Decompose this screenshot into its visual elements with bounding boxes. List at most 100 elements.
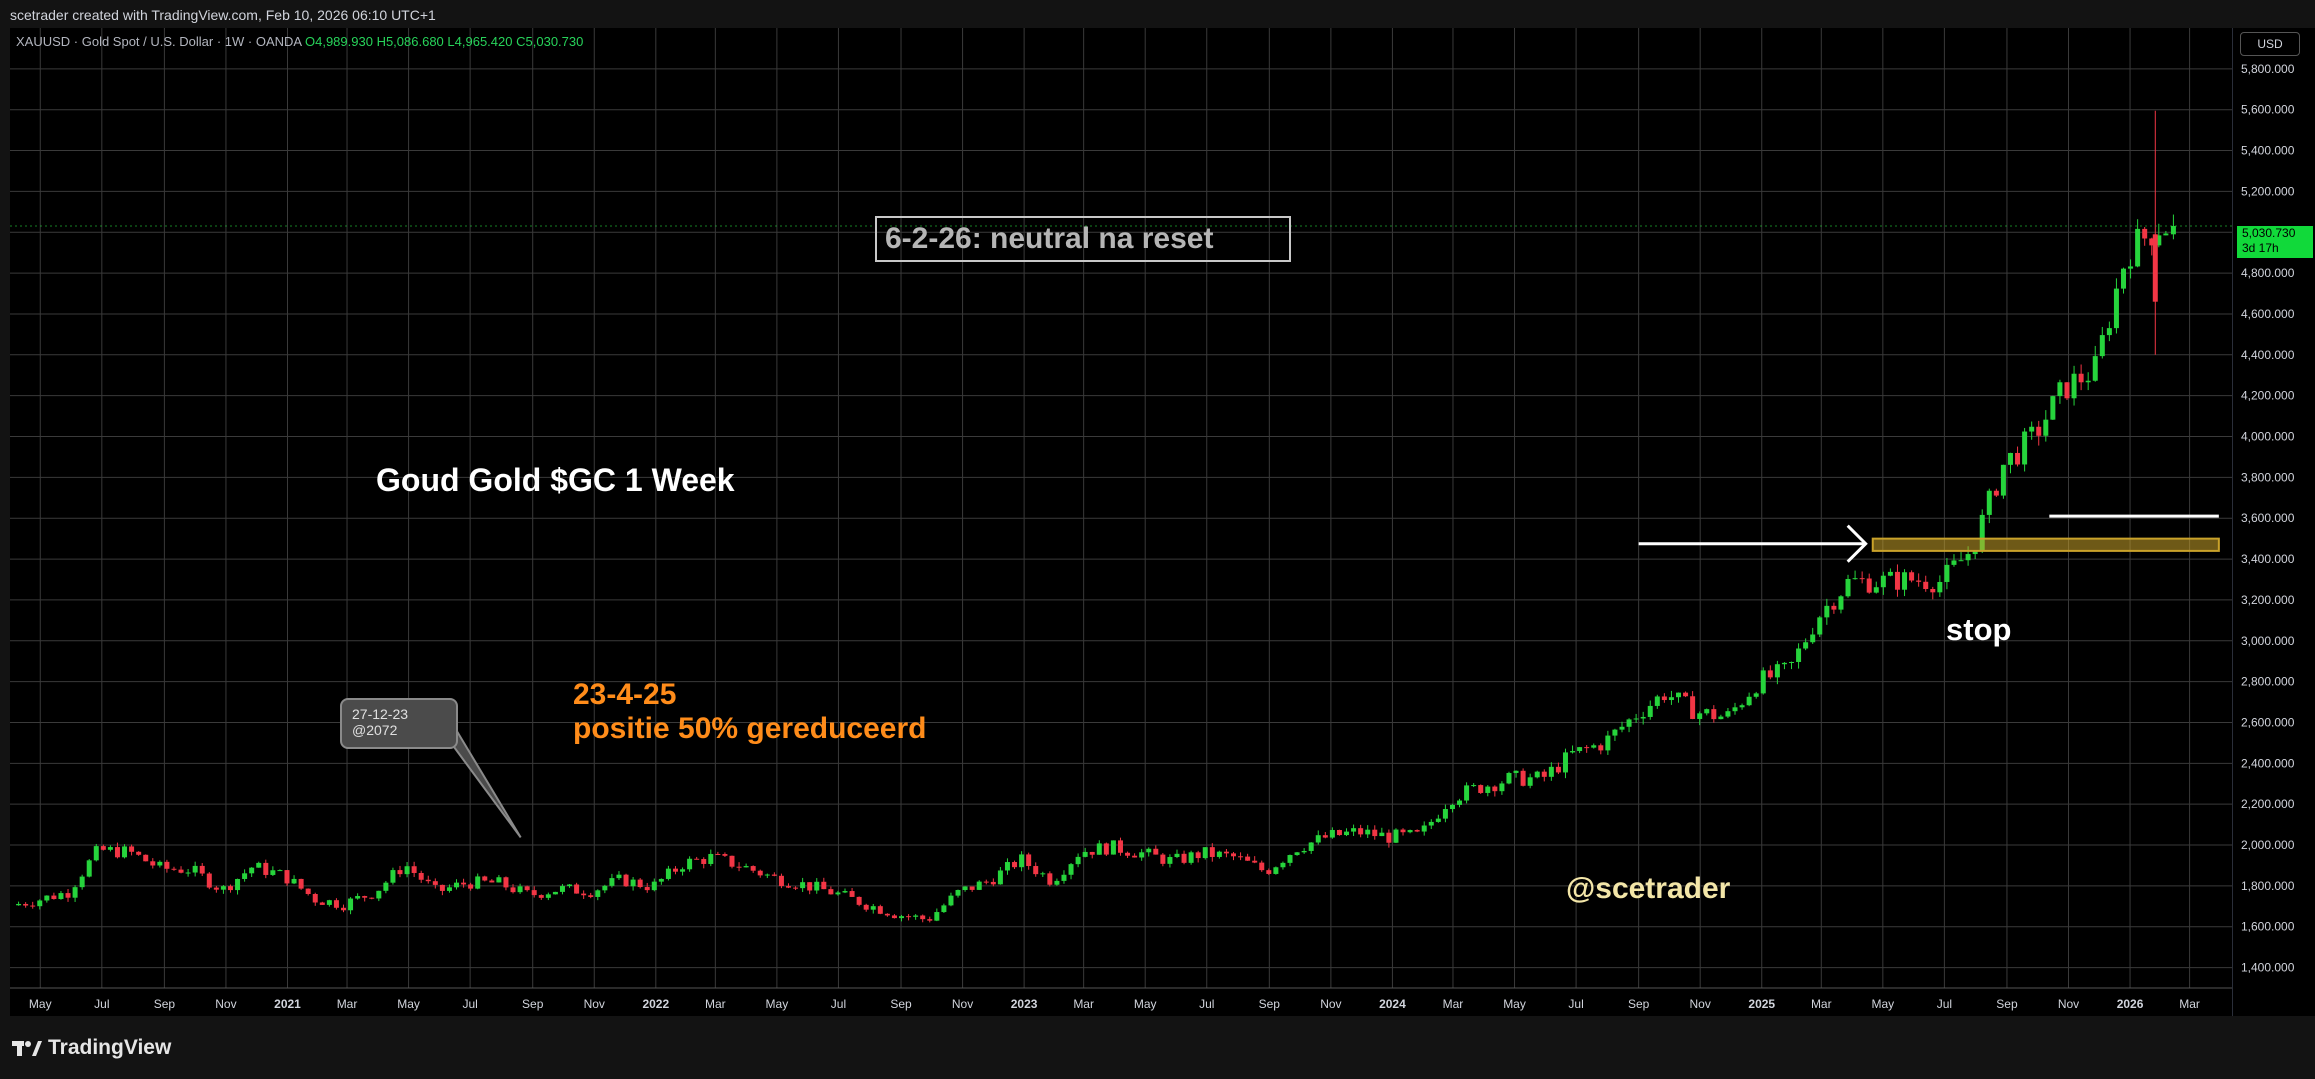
currency-button[interactable]: USD	[2240, 32, 2300, 56]
candle-body	[2142, 228, 2148, 239]
candle-body	[1061, 874, 1067, 881]
candle-body	[757, 870, 763, 876]
note-text-annotation[interactable]: positie 50% gereduceerd	[573, 712, 927, 745]
note-date-annotation[interactable]: 23-4-25	[573, 678, 677, 711]
y-tick-label: 5,400.000	[2241, 144, 2295, 158]
candle-body	[715, 853, 721, 855]
candle-body	[164, 861, 170, 869]
candle-body	[1040, 873, 1046, 875]
candle-body	[2156, 235, 2162, 246]
candle-body	[340, 907, 346, 911]
candle-body	[842, 891, 848, 893]
candle-body	[1329, 830, 1335, 838]
x-tick-label: Mar	[1443, 997, 1464, 1011]
candle-body	[1386, 832, 1392, 843]
candle-body	[390, 870, 396, 883]
y-tick-label: 4,400.000	[2241, 348, 2295, 362]
candle-body	[948, 895, 954, 906]
y-tick-label: 5,200.000	[2241, 184, 2295, 198]
candle-body	[1852, 578, 1858, 580]
x-tick-label: Jul	[462, 997, 477, 1011]
candle-body	[990, 881, 996, 885]
candle-body	[1238, 856, 1244, 858]
candle-body	[2135, 228, 2141, 267]
chart-pane[interactable]: May Jul Sep Nov 2021 Mar May Jul Sep Nov 2022 Mar Ma…	[10, 28, 2235, 1016]
candle-body	[1294, 852, 1300, 856]
candle-body	[1407, 830, 1413, 833]
candle-body	[1789, 661, 1795, 663]
price-chart[interactable]: May Jul Sep Nov 2021 Mar May Jul Sep Nov 2022 Mar Ma…	[10, 28, 2235, 1016]
x-tick-label: Jul	[1199, 997, 1214, 1011]
candle-body	[206, 873, 212, 888]
candle-body	[376, 890, 382, 899]
candle-body	[1909, 572, 1915, 581]
candle-body	[1273, 867, 1279, 874]
candle-body	[23, 903, 29, 906]
price-axis[interactable]: 1,400.000 1,600.000 1,800.000 2,000.000 2,20…	[2232, 28, 2315, 1016]
candle-body	[870, 906, 876, 910]
price-axis-ticks: 1,400.000 1,600.000 1,800.000 2,000.000 2,20…	[2241, 62, 2295, 975]
candle-body	[383, 882, 389, 891]
candle-body	[2071, 373, 2077, 399]
candle-body	[552, 891, 558, 895]
candle-body	[1894, 571, 1900, 590]
candle-body	[976, 881, 982, 890]
tradingview-logo[interactable]: TradingView	[12, 1036, 171, 1060]
candle-body	[1803, 642, 1809, 649]
candle-body	[79, 876, 85, 888]
y-tick-label: 3,200.000	[2241, 593, 2295, 607]
author-handle-annotation[interactable]: @scetrader	[1566, 872, 1731, 905]
candle-body	[143, 854, 149, 862]
candle-body	[1301, 850, 1307, 853]
candle-body	[100, 846, 106, 850]
callout-annotation[interactable]: 27-12-23 @2072	[340, 698, 458, 749]
candle-body	[1824, 605, 1830, 618]
candle-body	[630, 879, 636, 887]
candle-body	[2050, 396, 2056, 420]
x-tick-label: Nov	[952, 997, 973, 1011]
x-tick-label: 2023	[1011, 997, 1038, 1011]
candle-body	[333, 900, 339, 908]
candle-body	[856, 896, 862, 905]
candle-body	[1449, 804, 1455, 810]
candle-body	[171, 868, 177, 870]
candle-body	[1117, 840, 1123, 853]
candle-body	[1393, 829, 1399, 843]
title-box-annotation[interactable]: 6-2-26: neutral na reset	[875, 216, 1291, 262]
candle-body	[1570, 751, 1576, 753]
candle-body	[404, 866, 410, 875]
top-bar: scetrader created with TradingView.com, …	[0, 0, 2315, 28]
candle-body	[1923, 581, 1929, 589]
candle-body	[1209, 847, 1215, 857]
x-tick-label: Mar	[2179, 997, 2200, 1011]
chart-title-annotation[interactable]: Goud Gold $GC 1 Week	[376, 462, 735, 498]
candle-body	[298, 878, 304, 889]
y-tick-label: 2,800.000	[2241, 675, 2295, 689]
x-tick-label: Sep	[154, 997, 176, 1011]
candle-body	[581, 893, 587, 896]
candle-body	[1132, 855, 1138, 858]
candle-body	[489, 880, 495, 883]
symbol-info[interactable]: XAUUSD · Gold Spot / U.S. Dollar · 1W · …	[16, 34, 583, 49]
candle-body	[305, 888, 311, 894]
candle-body	[1442, 809, 1448, 819]
candle-body	[849, 891, 855, 897]
candle-body	[107, 847, 113, 850]
candle-body	[1541, 771, 1547, 777]
candle-body	[2099, 335, 2105, 357]
candle-body	[983, 881, 989, 883]
candle-body	[1902, 572, 1908, 590]
candle-body	[1372, 829, 1378, 837]
candle-body	[199, 865, 205, 874]
candle-body	[1379, 832, 1385, 837]
candle-body	[567, 884, 573, 887]
candle-body	[475, 876, 481, 889]
x-tick-label: Sep	[1996, 997, 2018, 1011]
candle-body	[1054, 880, 1060, 885]
candle-body	[2092, 356, 2098, 381]
candle-body	[531, 890, 537, 896]
candle-body	[785, 886, 791, 888]
stop-label-annotation[interactable]: stop	[1946, 612, 2012, 647]
candle-body	[1075, 856, 1081, 865]
candle-body	[1125, 852, 1131, 856]
